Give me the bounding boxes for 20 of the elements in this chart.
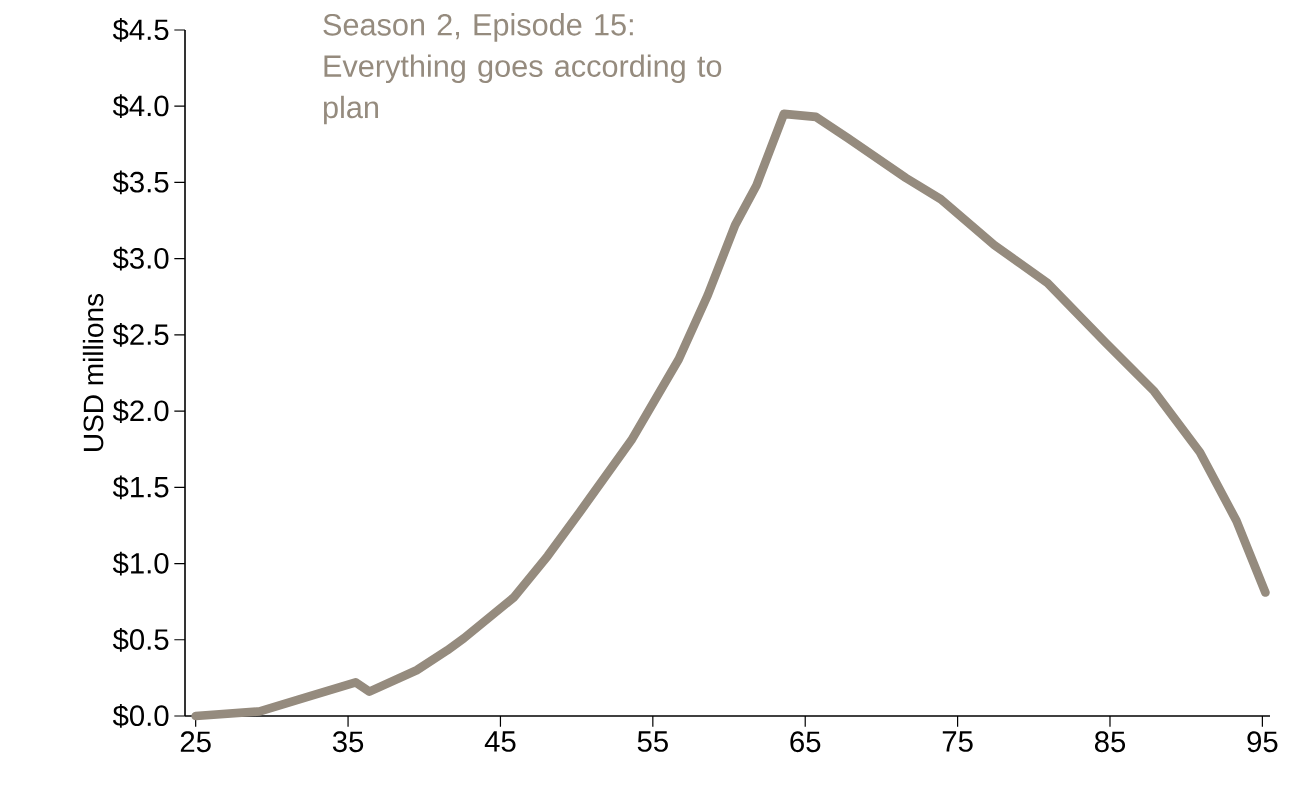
y-axis-title: USD millions [82, 293, 104, 451]
y-tick-label: $0.5 [112, 627, 169, 652]
y-tick-label: $2.5 [112, 322, 169, 347]
y-tick-label: $0.0 [112, 704, 169, 728]
y-tick-label: $4.0 [112, 94, 169, 119]
x-tick-label: 95 [1247, 731, 1278, 753]
x-tick-label: 35 [332, 731, 364, 753]
y-tick-label: $2.0 [112, 399, 169, 423]
x-tick-label: 55 [637, 731, 668, 752]
y-tick-label: $3.0 [112, 246, 169, 271]
x-tick-label: 65 [790, 731, 821, 753]
x-tick-label: 25 [180, 731, 211, 753]
x-tick-label: 85 [1094, 731, 1126, 753]
y-tick-label: $4.5 [112, 18, 169, 42]
y-tick-label: $3.5 [112, 170, 169, 195]
x-tick-label: 75 [942, 731, 973, 752]
annotation: Season 2, Episode 15: Everything goes according to plan [323, 13, 722, 125]
y-tick-label: $1.5 [112, 475, 169, 500]
y-tick-label: $1.0 [112, 551, 169, 576]
x-tick-label: 45 [484, 731, 516, 752]
